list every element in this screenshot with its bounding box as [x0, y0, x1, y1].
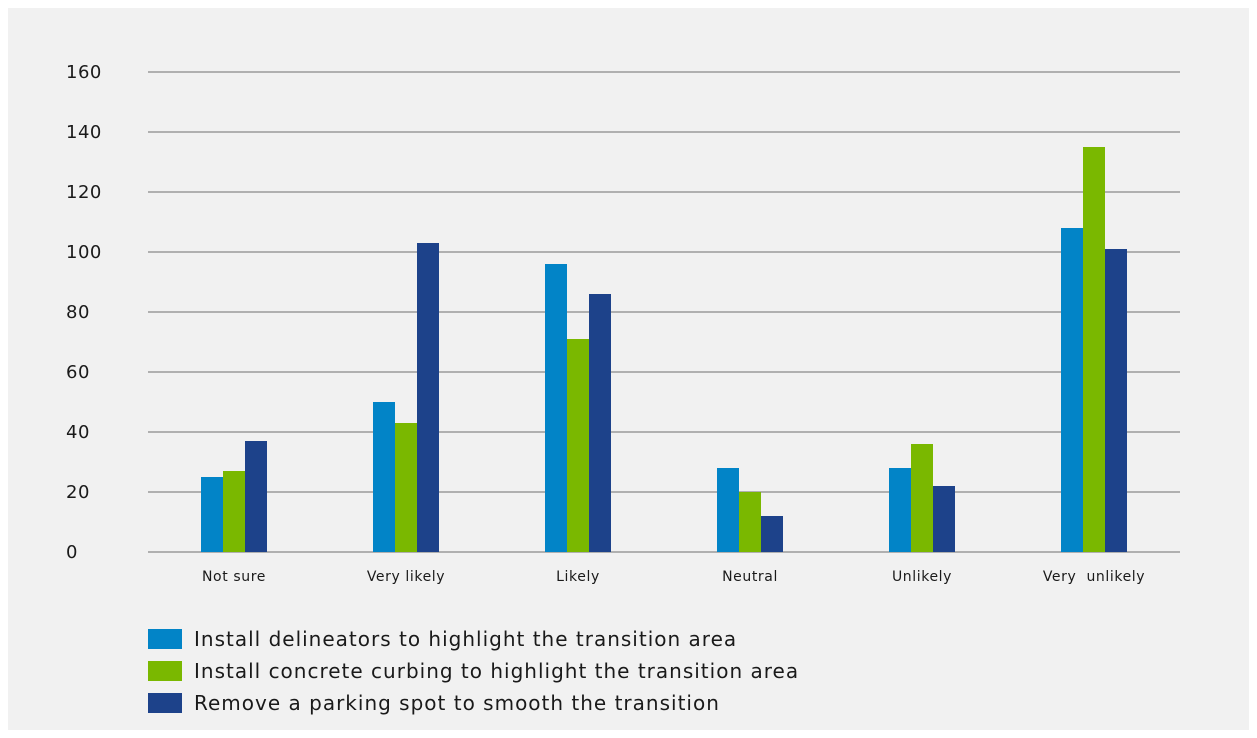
- chart-panel: [8, 8, 1249, 730]
- bar: [889, 468, 911, 552]
- y-tick-label: 20: [66, 482, 90, 503]
- x-tick-label: Very likely: [367, 569, 445, 585]
- y-tick-label: 140: [66, 122, 102, 143]
- legend-label: Remove a parking spot to smooth the tran…: [194, 691, 720, 715]
- legend: Install delineators to highlight the tra…: [148, 624, 799, 720]
- bar: [933, 486, 955, 552]
- bar: [245, 441, 267, 552]
- bar: [739, 492, 761, 552]
- y-tick-label: 40: [66, 422, 90, 443]
- bar: [223, 471, 245, 552]
- legend-item: Remove a parking spot to smooth the tran…: [148, 688, 799, 718]
- legend-item: Install delineators to highlight the tra…: [148, 624, 799, 654]
- legend-swatch-curbing: [148, 661, 182, 681]
- legend-label: Install concrete curbing to highlight th…: [194, 659, 800, 683]
- y-tick-label: 100: [66, 242, 102, 263]
- y-tick-label: 160: [66, 62, 102, 83]
- bar: [717, 468, 739, 552]
- x-tick-label: Very unlikely: [1043, 569, 1145, 585]
- y-tick-label: 80: [66, 302, 90, 323]
- x-tick-label: Not sure: [202, 569, 266, 585]
- bar: [1061, 228, 1083, 552]
- legend-label: Install delineators to highlight the tra…: [194, 627, 738, 651]
- x-tick-label: Neutral: [722, 569, 778, 585]
- legend-item: Install concrete curbing to highlight th…: [148, 656, 799, 686]
- legend-swatch-parking: [148, 693, 182, 713]
- x-tick-label: Unlikely: [892, 569, 952, 585]
- bar: [589, 294, 611, 552]
- bar: [545, 264, 567, 552]
- bar: [761, 516, 783, 552]
- y-tick-label: 0: [66, 542, 78, 563]
- bar: [1083, 147, 1105, 552]
- bar: [911, 444, 933, 552]
- y-tick-label: 60: [66, 362, 90, 383]
- bar: [567, 339, 589, 552]
- bar: [1105, 249, 1127, 552]
- bar: [395, 423, 417, 552]
- x-tick-label: Likely: [556, 569, 600, 585]
- bar: [417, 243, 439, 552]
- legend-swatch-delineators: [148, 629, 182, 649]
- bar: [373, 402, 395, 552]
- bar: [201, 477, 223, 552]
- y-tick-label: 120: [66, 182, 102, 203]
- bar-chart: 0 20 40 60 80 100 120 140 160 Not sure Very likely…: [66, 62, 1180, 585]
